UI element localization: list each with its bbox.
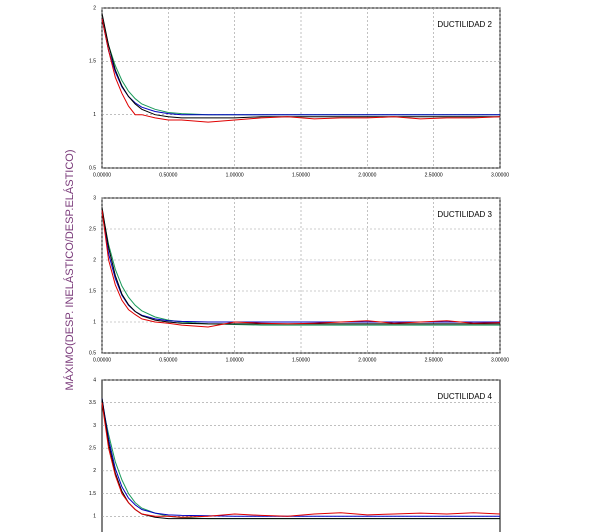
x-tick-label: 2.00000 [358,357,376,363]
series-line [101,210,501,328]
x-tick-label: 1.00000 [226,357,244,363]
series-line [101,398,500,517]
y-tick-label: 3 [93,423,96,429]
y-tick-label: 3 [93,195,96,201]
y-tick-label: 2 [93,257,96,263]
x-tick-label: 0.50000 [159,357,177,363]
x-tick-label: 0.00000 [93,357,111,363]
x-tick-label: 2.50000 [425,172,443,178]
series-line [101,402,501,518]
x-tick-label: 1.00000 [226,172,244,178]
y-tick-label: 2.5 [89,445,96,451]
y-tick-label: 2.5 [89,226,96,232]
y-tick-label: 3.5 [89,400,96,406]
series-line [101,398,500,520]
y-tick-label: 2 [93,5,96,11]
y-tick-label: 1.5 [89,59,96,65]
y-tick-label: 1.5 [89,491,96,497]
y-tick-label: 2 [93,468,96,474]
x-tick-label: 2.00000 [358,172,376,178]
panel-title: DUCTILIDAD 3 [437,210,492,219]
x-tick-label: 3.00000 [491,172,509,178]
y-tick-label: 1.5 [89,288,96,294]
x-tick-label: 1.50000 [292,172,310,178]
y-tick-label: 0.5 [89,350,96,356]
series-line [101,210,500,323]
y-tick-label: 4 [93,377,96,383]
panel-title: DUCTILIDAD 2 [437,20,492,29]
x-tick-label: 2.50000 [425,357,443,363]
y-tick-label: 1 [93,112,96,118]
y-tick-label: 1 [93,319,96,325]
y-axis-label: MÁXIMO(DESP. INELÁSTICO/DESP.ELÁSTICO) [63,149,76,390]
series-line [101,13,500,119]
x-tick-label: 3.00000 [491,357,509,363]
panel-title: DUCTILIDAD 4 [437,392,492,401]
series-line [101,18,501,123]
series-line [101,207,500,325]
x-tick-label: 1.50000 [292,357,310,363]
y-tick-label: 0.5 [89,165,96,171]
x-tick-label: 0.00000 [93,172,111,178]
y-tick-label: 1 [93,514,96,520]
x-tick-label: 0.50000 [159,172,177,178]
plot-area [101,379,501,532]
